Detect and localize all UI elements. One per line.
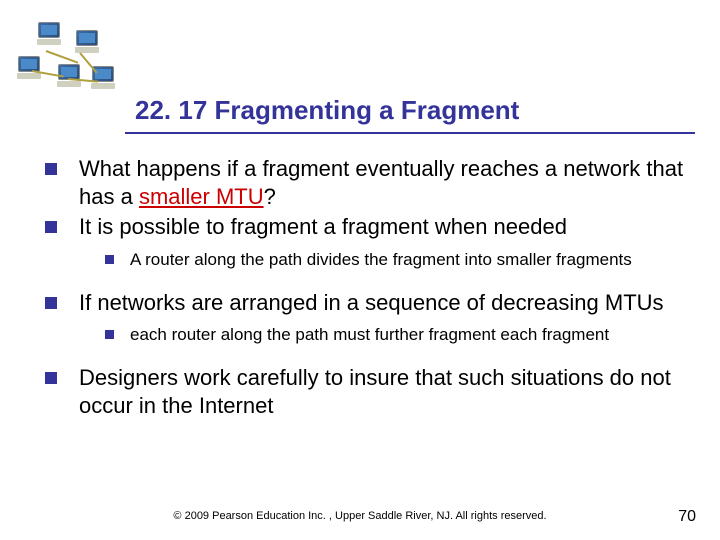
square-bullet-icon xyxy=(45,372,57,384)
bullet-3-text: If networks are arranged in a sequence o… xyxy=(79,289,685,317)
page-number: 70 xyxy=(678,508,696,526)
bullet-2-text: It is possible to fragment a fragment wh… xyxy=(79,213,685,241)
square-bullet-icon xyxy=(45,163,57,175)
bullet-4-text: Designers work carefully to insure that … xyxy=(79,364,685,419)
copyright-footer: © 2009 Pearson Education Inc. , Upper Sa… xyxy=(0,510,720,522)
bullet-3: If networks are arranged in a sequence o… xyxy=(45,289,685,317)
square-bullet-icon xyxy=(105,330,114,339)
slide-content: What happens if a fragment eventually re… xyxy=(45,155,685,422)
bullet-1: What happens if a fragment eventually re… xyxy=(45,155,685,210)
bullet-3-1: each router along the path must further … xyxy=(105,324,685,346)
emphasis-smaller-mtu: smaller MTU xyxy=(139,184,264,209)
bullet-2-1: A router along the path divides the frag… xyxy=(105,249,685,271)
square-bullet-icon xyxy=(45,297,57,309)
bullet-1-post: ? xyxy=(264,184,276,209)
bullet-2-1-text: A router along the path divides the frag… xyxy=(130,249,685,271)
slide-title: 22. 17 Fragmenting a Fragment xyxy=(135,95,519,126)
bullet-2: It is possible to fragment a fragment wh… xyxy=(45,213,685,241)
square-bullet-icon xyxy=(45,221,57,233)
square-bullet-icon xyxy=(105,255,114,264)
bullet-3-1-text: each router along the path must further … xyxy=(130,324,685,346)
bullet-4: Designers work carefully to insure that … xyxy=(45,364,685,419)
network-computers-icon xyxy=(18,22,118,92)
title-underline xyxy=(125,132,695,134)
bullet-1-text: What happens if a fragment eventually re… xyxy=(79,155,685,210)
